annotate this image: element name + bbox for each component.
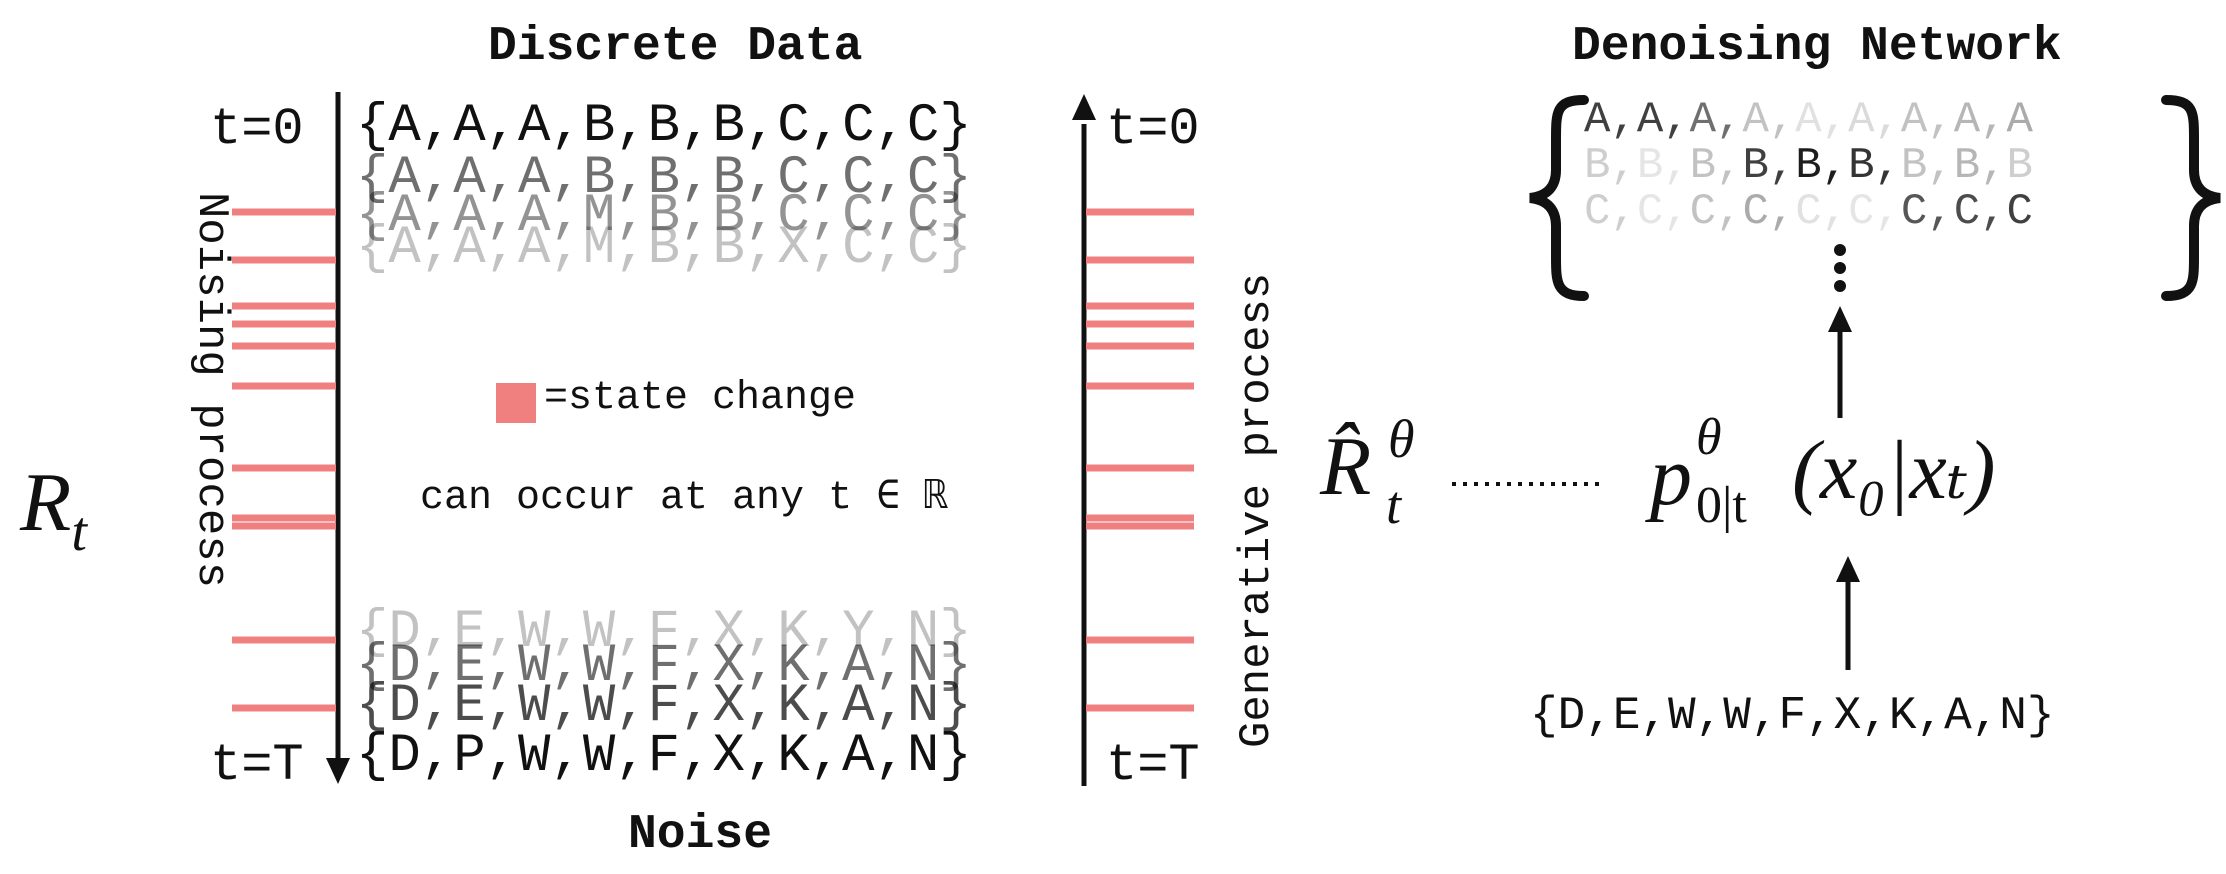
- sequence-row: {D,E,W,W,F,X,K,A,N}: [356, 636, 972, 697]
- discrete-data-title: Discrete Data: [488, 20, 863, 74]
- separator: ,: [1821, 187, 1849, 237]
- token-probability: B: [1689, 141, 1717, 191]
- output-right-brace: [2161, 95, 2221, 301]
- output-row: C,C,C,C,C,C,C,C,C: [1584, 190, 2033, 234]
- sequence-row: {A,A,A,B,B,B,C,C,C}: [356, 148, 972, 209]
- t0-left-label: t=0: [210, 100, 304, 159]
- input-to-network-arrow: [1836, 556, 1860, 670]
- rate-symbol: R: [20, 456, 72, 549]
- separator: ,: [1927, 95, 1954, 145]
- separator: ,: [1821, 141, 1849, 191]
- sequence-row: {A,A,A,M,B,B,X,C,C}: [356, 218, 972, 279]
- noise-title: Noise: [628, 808, 773, 862]
- t0-right-label: t=0: [1106, 100, 1200, 159]
- prob-subscript: 0|t: [1696, 477, 1747, 534]
- separator: ,: [1663, 95, 1690, 145]
- token-probability: B: [1900, 141, 1928, 191]
- token-probability: A: [1584, 95, 1611, 145]
- output-row: B,B,B,B,B,B,B,B,B: [1584, 144, 2033, 188]
- separator: ,: [1768, 141, 1796, 191]
- noising-arrow: [326, 92, 350, 784]
- denoising-distribution-label: p θ 0|t (x₀|xₜ): [1650, 409, 2030, 550]
- learned-rate-label: R̂ θ t: [1320, 409, 1450, 548]
- separator: ,: [1821, 95, 1849, 145]
- network-to-output-arrow: [1828, 306, 1852, 418]
- tT-right-label: t=T: [1106, 736, 1200, 795]
- separator: ,: [1716, 187, 1743, 237]
- noising-state-change-ticks: [232, 208, 336, 712]
- generative-state-change-ticks: [1086, 208, 1194, 712]
- prob-symbol: p: [1650, 430, 1692, 523]
- sequence-row: {D,P,W,W,F,X,K,A,N}: [356, 726, 972, 787]
- token-probability: B: [1584, 141, 1611, 191]
- denoising-network-title: Denoising Network: [1572, 20, 2062, 74]
- state-change-legend-swatch: [496, 383, 536, 423]
- token-probability: C: [1795, 187, 1822, 237]
- separator: ,: [1874, 141, 1901, 191]
- learned-rate-symbol: R̂: [1320, 420, 1372, 513]
- separator: ,: [1927, 141, 1954, 191]
- network-input-sequence: {D,E,W,W,F,X,K,A,N}: [1530, 690, 2055, 742]
- token-probability: A: [1636, 95, 1664, 145]
- tT-left-label: t=T: [210, 736, 304, 795]
- separator: ,: [1768, 95, 1796, 145]
- separator: ,: [1874, 187, 1901, 237]
- separator: ,: [1768, 187, 1796, 237]
- generative-arrow: [1072, 94, 1096, 786]
- prob-arguments: (x₀|xₜ): [1792, 424, 1996, 517]
- rate-subscript: t: [71, 501, 87, 563]
- token-probability: B: [1742, 141, 1769, 191]
- separator: ,: [1980, 95, 2007, 145]
- token-probability: C: [2006, 187, 2033, 237]
- output-ellipsis: [1834, 244, 1846, 292]
- continuous-time-note: can occur at any t ∈ ℝ: [420, 476, 949, 521]
- separator: ,: [1874, 95, 1901, 145]
- separator: ,: [1610, 187, 1637, 237]
- token-probability: A: [1953, 95, 1981, 145]
- sequence-row: {A,A,A,B,B,B,C,C,C}: [356, 96, 972, 157]
- token-probability: A: [1689, 95, 1717, 145]
- learned-rate-subscript: t: [1386, 475, 1402, 535]
- token-probability: A: [1848, 95, 1875, 145]
- generative-process-label: Generative process: [1232, 272, 1282, 748]
- token-probability: A: [1742, 95, 1769, 145]
- separator: ,: [1980, 187, 2007, 237]
- token-probability: B: [2006, 141, 2033, 191]
- sequence-row: {D,E,W,W,F,X,K,Y,N}: [356, 602, 972, 663]
- separator: ,: [1610, 95, 1637, 145]
- token-probability: A: [1795, 95, 1822, 145]
- token-probability: B: [1848, 141, 1875, 191]
- separator: ,: [1663, 141, 1690, 191]
- token-probability: A: [1900, 95, 1928, 145]
- token-probability: C: [1636, 187, 1664, 237]
- token-probability: B: [1795, 141, 1822, 191]
- sequence-row: {D,E,W,W,F,X,K,A,N}: [356, 676, 972, 737]
- output-left-brace: [1529, 95, 1589, 301]
- separator: ,: [1927, 187, 1954, 237]
- separator: ,: [1980, 141, 2007, 191]
- sequence-row: {A,A,A,M,B,B,C,C,C}: [356, 186, 972, 247]
- token-probability: B: [1636, 141, 1664, 191]
- rate-matrix-label: Rt: [12, 436, 87, 563]
- prob-superscript: θ: [1696, 409, 1722, 466]
- learned-rate-superscript: θ: [1388, 409, 1415, 469]
- noising-process-label: Noising process: [186, 192, 236, 589]
- separator: ,: [1716, 95, 1743, 145]
- token-probability: C: [1848, 187, 1875, 237]
- token-probability: C: [1742, 187, 1769, 237]
- token-probability: B: [1953, 141, 1981, 191]
- token-probability: C: [1900, 187, 1928, 237]
- token-probability: A: [2006, 95, 2033, 145]
- state-change-legend-label: =state change: [544, 376, 857, 421]
- separator: ,: [1663, 187, 1690, 237]
- separator: ,: [1610, 141, 1637, 191]
- separator: ,: [1716, 141, 1743, 191]
- token-probability: C: [1953, 187, 1981, 237]
- token-probability: C: [1584, 187, 1611, 237]
- token-probability: C: [1689, 187, 1717, 237]
- output-row: A,A,A,A,A,A,A,A,A: [1584, 98, 2033, 142]
